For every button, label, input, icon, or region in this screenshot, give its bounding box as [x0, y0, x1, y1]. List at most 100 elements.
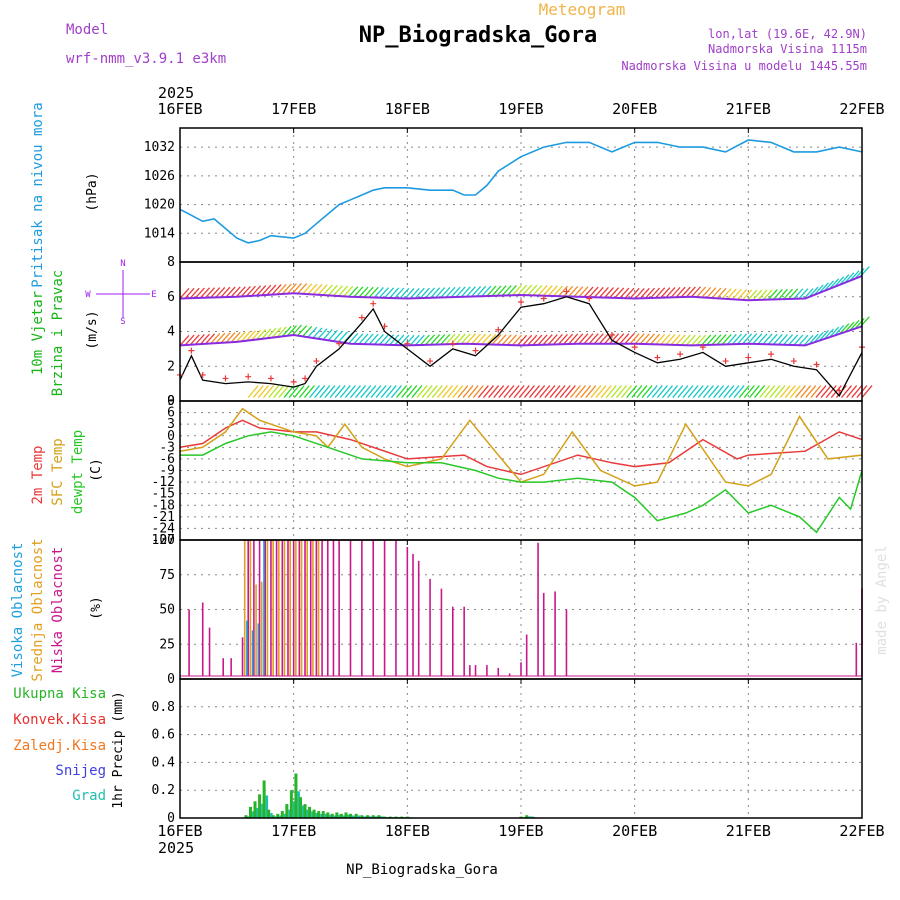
wind-barb-2-5.62	[818, 330, 829, 342]
precip-bar-graupel-6	[274, 816, 278, 818]
wind-barb-1-3.87	[619, 287, 630, 299]
wind-barb-2-4.18	[655, 333, 666, 345]
cloud-units: (%)	[89, 596, 104, 619]
wind-barb-2-4.27	[665, 334, 676, 346]
wind-barb-1-1.44	[343, 285, 354, 297]
wind-barb-ground-2.40	[452, 385, 464, 398]
wind-barb-2-2.07	[414, 334, 425, 346]
wind-barb-ground-2.13	[421, 385, 433, 398]
wind-gust-marker-27	[722, 358, 729, 365]
wind-barb-2-0.99	[292, 324, 303, 336]
y-tick-pressure-1020: 1020	[144, 198, 175, 213]
wind-barb-2-1.80	[384, 334, 395, 346]
wind-barb-1-1.13	[307, 283, 318, 295]
wind-barb-1-3.06	[527, 284, 538, 296]
wind-gust-marker-20	[563, 288, 570, 295]
wind-barb-ground-5.28	[779, 385, 791, 398]
temp-title-dewpt: dewpt Temp	[70, 430, 86, 514]
wind-barb-ground-4.83	[728, 385, 740, 398]
x-label-top-16FEB: 16FEB	[157, 100, 202, 118]
wind-barb-1-4.41	[680, 286, 691, 298]
wind-barb-ground-3.52	[580, 385, 592, 398]
wind-barb-2-0.18	[199, 333, 210, 345]
wind-barb-1-2.70	[486, 285, 497, 297]
precip-bar-graupel-22	[347, 814, 350, 818]
wind-barb-1-5.22	[772, 289, 783, 300]
precip-bar-19	[330, 813, 334, 818]
wind-barb-ground-2.49	[462, 385, 474, 398]
x-label-bottom-16FEB: 16FEB	[157, 822, 202, 840]
wind-barb-ground-0.83	[273, 385, 285, 398]
cloud-title-mid: Srednja Oblacnost	[30, 538, 46, 681]
y-tick-clouds-25: 25	[159, 637, 175, 652]
wind-barb-1-2.16	[425, 287, 436, 299]
wind-barb-2-5.17	[767, 333, 778, 345]
wind-barb-1-0.18	[199, 287, 210, 299]
wind-barb-1-5.76	[834, 276, 845, 288]
wind-barb-2-1.08	[302, 325, 313, 337]
x-label-top-19FEB: 19FEB	[498, 100, 543, 118]
wind-barb-2-3.01	[522, 334, 533, 346]
wind-barb-ground-5.37	[789, 385, 801, 398]
wind-barb-ground-4.11	[646, 385, 658, 398]
wind-barb-ground-2.85	[503, 385, 515, 398]
wind-barb-ground-4.42	[682, 385, 694, 398]
wind-barb-1-1.71	[373, 287, 384, 298]
wind-barb-1-5.71	[829, 278, 840, 290]
pressure-line	[179, 139, 863, 244]
wind-barb-ground-0.69	[257, 385, 269, 398]
wind-barb-1-4.54	[696, 286, 707, 298]
wind-barb-1-2.38	[450, 286, 461, 298]
temp-line-0	[179, 419, 863, 476]
precip-bar-graupel-3	[261, 803, 264, 818]
wind-barb-ground-1.86	[390, 385, 402, 398]
wind-barb-2-0.27	[210, 333, 221, 344]
wind-barb-ground-3.88	[621, 385, 633, 398]
wind-gust-marker-3	[222, 375, 229, 382]
wind-barb-1-0.54	[240, 286, 251, 297]
wind-barb-ground-3.61	[590, 385, 602, 398]
wind-barb-1-0.49	[235, 286, 246, 298]
wind-units: (m/s)	[85, 310, 100, 349]
wind-barb-ground-4.69	[713, 385, 725, 398]
wind-barb-2-2.65	[481, 333, 492, 345]
wind-barb-ground-3.21	[544, 385, 556, 398]
wind-gust-marker-12	[381, 323, 388, 330]
wind-barb-2-4.32	[670, 334, 681, 346]
wind-barb-ground-5.14	[764, 385, 776, 398]
precip-bar-24	[354, 813, 358, 818]
wind-barb-2-0.14	[194, 334, 205, 345]
wind-barb-1-0.58	[246, 285, 256, 297]
wind-gust-marker-23	[631, 344, 638, 351]
wind-gust-marker-19	[540, 295, 547, 302]
wind-barb-2-0.54	[240, 330, 251, 342]
wind-barb-1-1.66	[368, 286, 379, 298]
wind-barb-1-4.63	[706, 287, 717, 299]
wind-gust-marker-17	[495, 326, 502, 333]
wind-barb-2-1.84	[389, 334, 400, 346]
x-label-top-21FEB: 21FEB	[726, 100, 771, 118]
wind-barb-1-1.84	[389, 287, 400, 299]
wind-barb-2-4.95	[742, 333, 753, 345]
wind-barb-ground-5.91	[851, 385, 863, 398]
wind-barb-1-2.74	[491, 285, 502, 297]
wind-barb-1-4.86	[731, 288, 742, 300]
wind-barb-2-4.36	[675, 334, 686, 346]
wind-barb-2-4.23	[660, 334, 671, 345]
wind-barb-ground-1.54	[355, 385, 367, 398]
wind-barb-2-4.68	[711, 334, 722, 346]
wind-barb-ground-1.19	[314, 385, 326, 398]
wind-gust-marker-29	[768, 351, 775, 358]
precip-bar-graupel-10	[292, 801, 296, 818]
wind-gust-marker-30	[790, 358, 797, 365]
wind-barb-2-2.29	[440, 333, 451, 345]
wind-barb-ground-5.55	[810, 385, 822, 398]
wind-barb-2-2.34	[445, 333, 456, 345]
wind-barb-2-5.49	[803, 334, 814, 346]
wind-barb-2-3.69	[598, 333, 609, 345]
wind-barb-2-0.68	[256, 329, 267, 340]
wind-barb-2-2.25	[435, 334, 446, 345]
wind-barb-2-0.40	[225, 332, 236, 344]
wind-barb-2-3.55	[583, 333, 594, 345]
wind-barb-2-3.60	[588, 333, 599, 345]
